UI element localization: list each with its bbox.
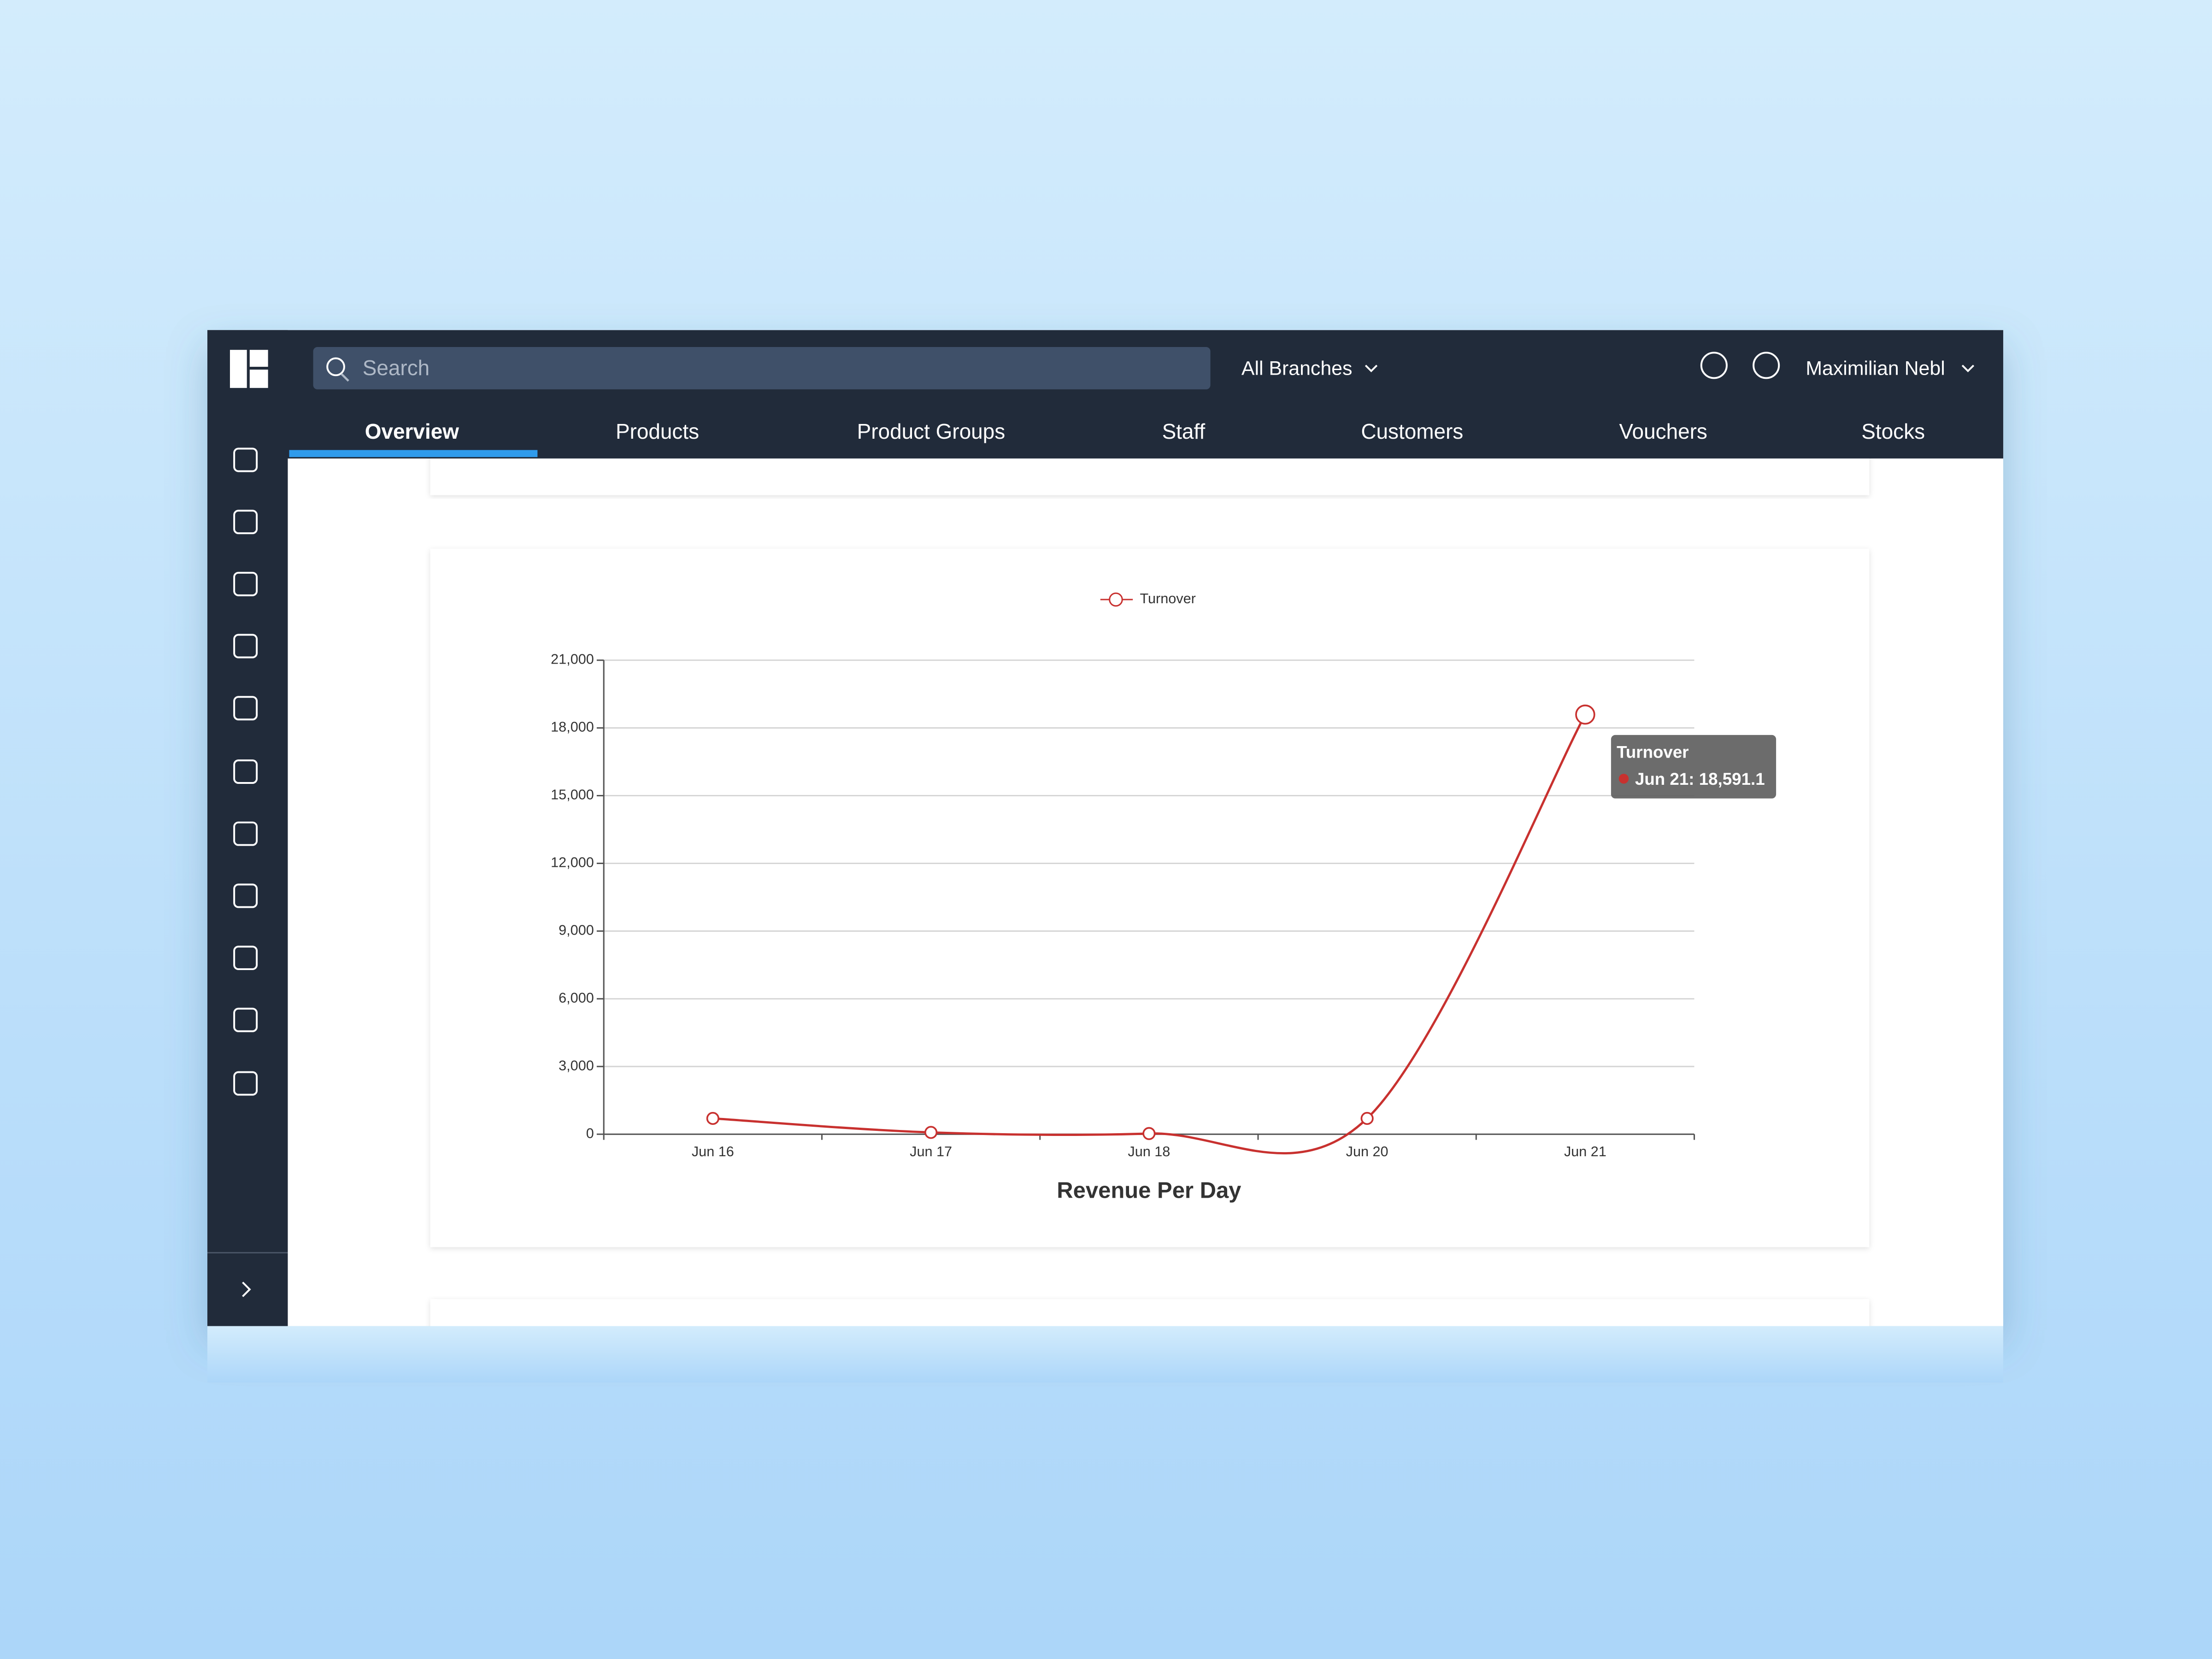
chart-card <box>430 548 1870 1247</box>
clip <box>207 1326 2003 1382</box>
tabs: Overview Products Product Groups Staff Custo… <box>289 419 1925 457</box>
nav-icon[interactable] <box>233 759 258 784</box>
chevron <box>1365 365 1378 372</box>
y-tick-label: 9,000 <box>559 923 594 938</box>
nav-icon[interactable] <box>233 821 258 846</box>
info-icon[interactable] <box>1753 352 1780 379</box>
active-tab-indicator <box>289 450 538 457</box>
tab[interactable]: Overview <box>365 419 459 443</box>
tooltip-title: Turnover <box>1617 742 1688 761</box>
point[interactable] <box>1142 1127 1156 1140</box>
tooltip-category: Jun 21 <box>1635 770 1688 788</box>
x-tick-label: Jun 16 <box>692 1144 734 1159</box>
nav-icon[interactable] <box>233 1007 258 1032</box>
nav-icon[interactable] <box>233 1071 258 1096</box>
logo <box>229 350 268 388</box>
search-placeholder: Search <box>363 356 429 380</box>
sidebar-icons <box>233 447 258 1096</box>
nav-icon[interactable] <box>233 696 258 721</box>
x-tick-label: Jun 21 <box>1564 1144 1606 1159</box>
y-tick-label: 21,000 <box>551 652 594 667</box>
x-tick-label: Jun 18 <box>1128 1144 1170 1159</box>
nav-icon[interactable] <box>233 510 258 535</box>
search-icon-handle <box>341 373 349 382</box>
tab[interactable]: Stocks <box>1861 419 1925 443</box>
y-tick-label: 15,000 <box>551 787 594 803</box>
point[interactable] <box>1575 704 1595 725</box>
sidebar <box>207 330 288 1326</box>
tab[interactable]: Customers <box>1361 419 1463 443</box>
nav-icon[interactable] <box>233 634 258 659</box>
y-tick-label: 18,000 <box>551 719 594 735</box>
point[interactable] <box>924 1126 938 1139</box>
help-icon[interactable] <box>1700 352 1728 379</box>
tooltip-value: Jun 21: 18,591.1 <box>1635 770 1765 788</box>
x-axis-title: Revenue Per Day <box>1057 1178 1241 1203</box>
nav-icon[interactable] <box>233 946 258 971</box>
tooltip-separator: : <box>1688 770 1699 788</box>
chevron <box>1961 365 1975 372</box>
x-tick-label: Jun 17 <box>910 1144 952 1159</box>
legend-marker <box>1109 592 1123 607</box>
branch-select[interactable]: All Branches <box>1241 357 1353 379</box>
expand-icon[interactable] <box>242 1282 251 1297</box>
nav-icon[interactable] <box>233 571 258 596</box>
legend-label[interactable]: Turnover <box>1140 591 1195 606</box>
tooltip-number: 18,591.1 <box>1699 770 1765 788</box>
tab[interactable]: Staff <box>1162 419 1206 443</box>
y-tick-label: 12,000 <box>551 855 594 871</box>
y-tick-label: 0 <box>586 1125 594 1141</box>
user-menu[interactable]: Maximilian Nebl <box>1806 357 1945 379</box>
search-box[interactable] <box>313 347 1211 389</box>
y-tick-label: 3,000 <box>559 1058 594 1073</box>
tooltip-dot <box>1618 774 1629 784</box>
tab[interactable]: Products <box>616 419 699 443</box>
tab[interactable]: Vouchers <box>1619 419 1707 443</box>
nav-icon[interactable] <box>233 447 258 472</box>
point[interactable] <box>1360 1112 1374 1125</box>
y-tick-label: 6,000 <box>559 990 594 1006</box>
chart: 0 3,000 6,000 9,000 12,000 15,000 18,000 21,000… <box>551 591 1777 1203</box>
point[interactable] <box>706 1112 719 1125</box>
tab[interactable]: Product Groups <box>857 419 1006 443</box>
series-line <box>712 714 1587 1154</box>
nav-icon[interactable] <box>233 883 258 908</box>
tooltip <box>1611 735 1777 799</box>
x-tick-label: Jun 20 <box>1346 1144 1388 1159</box>
search-icon <box>326 357 345 377</box>
